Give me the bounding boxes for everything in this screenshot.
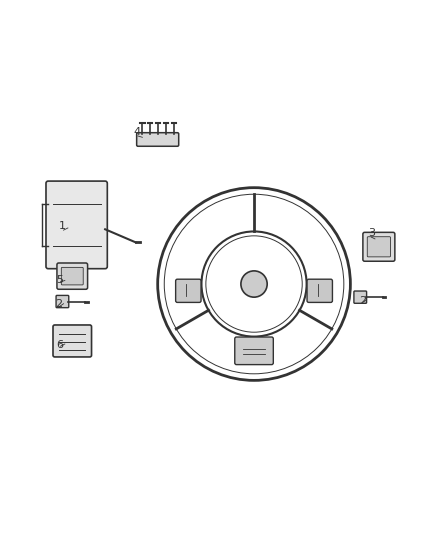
FancyBboxPatch shape (354, 291, 367, 303)
FancyBboxPatch shape (57, 263, 88, 289)
Text: 2: 2 (55, 299, 62, 309)
Text: 3: 3 (368, 228, 375, 238)
Text: 2: 2 (359, 296, 366, 306)
FancyBboxPatch shape (46, 181, 107, 269)
FancyBboxPatch shape (307, 279, 332, 302)
FancyBboxPatch shape (235, 337, 273, 365)
FancyBboxPatch shape (61, 268, 83, 285)
FancyBboxPatch shape (137, 133, 179, 146)
FancyBboxPatch shape (176, 279, 201, 302)
FancyBboxPatch shape (53, 325, 92, 357)
Text: 5: 5 (56, 275, 63, 285)
FancyBboxPatch shape (56, 295, 69, 308)
Circle shape (241, 271, 267, 297)
Text: 1: 1 (59, 221, 66, 231)
FancyBboxPatch shape (363, 232, 395, 261)
Text: 6: 6 (56, 340, 63, 350)
Text: 4: 4 (134, 127, 141, 137)
FancyBboxPatch shape (367, 237, 391, 257)
